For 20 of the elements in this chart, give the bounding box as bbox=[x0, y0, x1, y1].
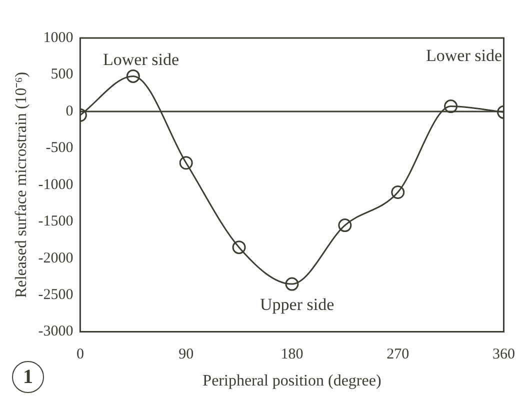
x-tick-label: 270 bbox=[386, 346, 410, 363]
x-tick-label: 360 bbox=[492, 346, 515, 363]
y-tick-label: -1500 bbox=[38, 214, 74, 230]
y-tick-label: -2000 bbox=[38, 250, 74, 266]
annotation: Lower side bbox=[103, 50, 180, 70]
x-tick-label: 180 bbox=[280, 346, 304, 363]
y-tick-label: -3000 bbox=[38, 324, 74, 340]
y-axis-title: Released surface microstrain (10⁻⁶) bbox=[12, 72, 30, 298]
y-tick-label: -2500 bbox=[38, 287, 74, 304]
y-tick-label: -1000 bbox=[38, 176, 74, 193]
x-axis-title: Peripheral position (degree) bbox=[202, 372, 382, 390]
y-tick-label: 0 bbox=[66, 103, 74, 120]
y-tick-label: 500 bbox=[50, 66, 74, 83]
y-tick-label: -500 bbox=[46, 140, 74, 156]
y-tick-label: 1000 bbox=[43, 30, 74, 46]
annotation: Lower side bbox=[426, 46, 502, 66]
text: 1 bbox=[12, 361, 44, 393]
annotation: Upper side bbox=[260, 295, 334, 315]
x-tick-label: 90 bbox=[178, 346, 194, 363]
x-tick-label: 0 bbox=[76, 346, 84, 363]
